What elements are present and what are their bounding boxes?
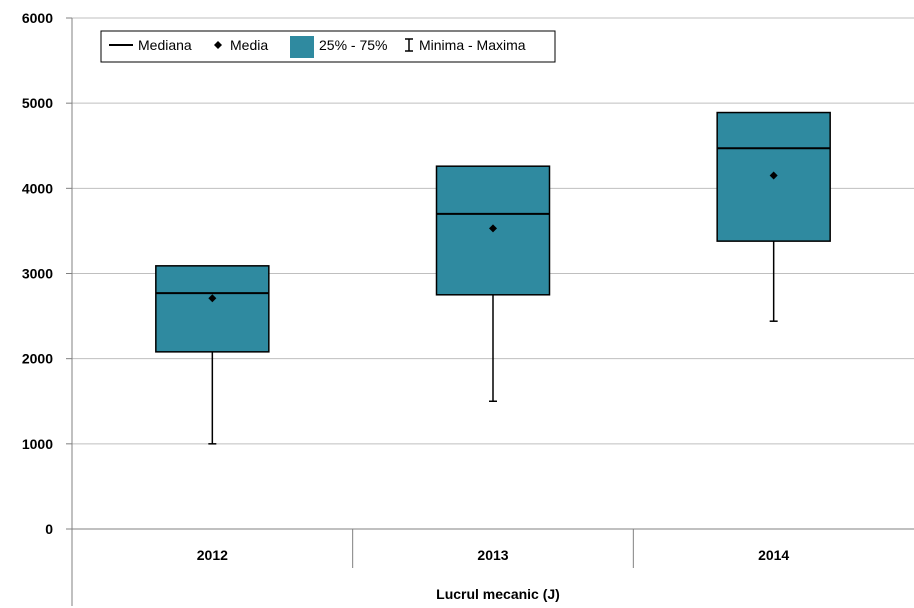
y-tick-label: 3000 <box>22 266 53 282</box>
iqr-box <box>155 265 270 353</box>
legend-box-label: 25% - 75% <box>319 37 387 53</box>
legend-median-label: Mediana <box>138 37 192 53</box>
legend-box-swatch <box>290 36 314 58</box>
legend-range-marker <box>405 38 413 52</box>
box-2012 <box>155 265 270 445</box>
y-axis-ticks: 0 1000 2000 3000 4000 5000 6000 <box>22 10 72 537</box>
axes <box>71 18 914 606</box>
mean-marker <box>208 294 217 303</box>
box-2014 <box>716 111 831 322</box>
x-tick-label: 2012 <box>197 547 228 563</box>
x-tick-label: 2014 <box>758 547 789 563</box>
boxes <box>155 111 831 445</box>
y-tick-label: 1000 <box>22 436 53 452</box>
y-tick-label: 0 <box>45 521 53 537</box>
legend-mean-marker <box>214 41 222 49</box>
y-tick-label: 4000 <box>22 180 53 196</box>
y-tick-label: 5000 <box>22 95 53 111</box>
x-axis-label: Lucrul mecanic (J) <box>436 586 560 602</box>
x-tick-label: 2013 <box>477 547 508 563</box>
box-2013 <box>435 165 551 402</box>
legend-box <box>100 30 556 63</box>
legend-mean-label: Media <box>230 37 268 53</box>
legend: Mediana Media 25% - 75% Minima - Maxima <box>100 30 556 63</box>
mean-marker <box>489 224 497 233</box>
y-tick-label: 2000 <box>22 351 53 367</box>
y-tick-label: 6000 <box>22 10 53 26</box>
iqr-box <box>716 111 831 242</box>
legend-range-label: Minima - Maxima <box>419 37 526 53</box>
x-axis-ticks: 2012 2013 2014 <box>197 547 790 563</box>
mean-marker <box>769 171 778 180</box>
